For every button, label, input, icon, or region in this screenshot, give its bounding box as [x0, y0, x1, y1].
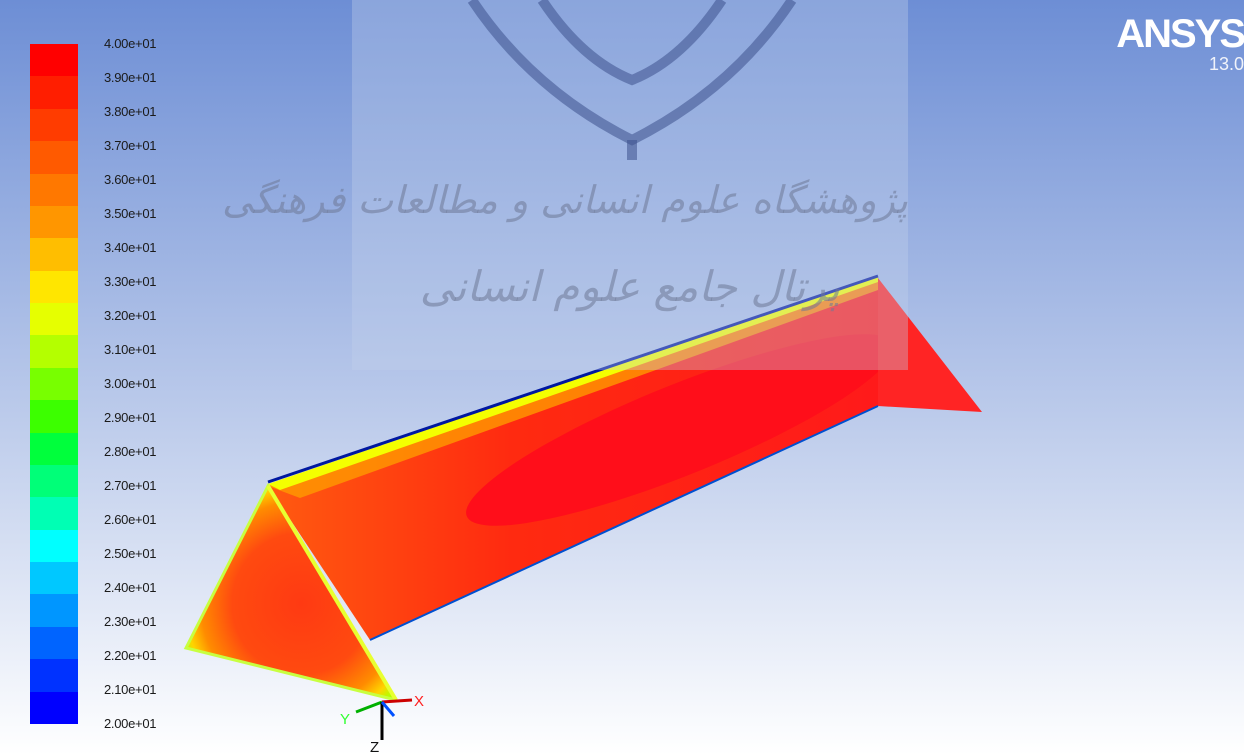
- triad-y-axis: [355, 700, 383, 714]
- hot-core-region: [466, 334, 894, 526]
- legend-tick-label: 2.20e+01: [104, 648, 157, 663]
- legend-swatch: [30, 400, 78, 434]
- legend-swatch: [30, 205, 78, 239]
- legend-tick-label: 3.30e+01: [104, 274, 157, 289]
- legend-swatch: [30, 108, 78, 142]
- legend-swatch: [30, 691, 78, 725]
- legend-tick-label: 2.40e+01: [104, 580, 157, 595]
- watermark-emblem-icon: [467, 0, 797, 160]
- legend-tick-label: 2.60e+01: [104, 512, 157, 527]
- legend-swatch: [30, 497, 78, 531]
- triad-blue-axis: [380, 701, 396, 717]
- legend-swatch: [30, 464, 78, 498]
- legend-swatch: [30, 303, 78, 336]
- triad-x-label: X: [414, 693, 424, 710]
- axis-triad: X Y Z: [340, 693, 424, 755]
- legend-tick-label: 2.30e+01: [104, 614, 157, 629]
- legend-tick-label: 3.40e+01: [104, 240, 157, 255]
- prism-top-edge-yellow: [268, 276, 878, 490]
- color-legend: [30, 44, 78, 725]
- legend-tick-label: 2.70e+01: [104, 478, 157, 493]
- legend-swatch: [30, 141, 78, 175]
- legend-swatch: [30, 76, 78, 110]
- legend-tick-label: 3.70e+01: [104, 138, 157, 153]
- legend-tick-label: 4.00e+01: [104, 36, 157, 51]
- legend-swatch: [30, 594, 78, 628]
- brand-version: 13.0: [1208, 54, 1244, 74]
- legend-tick-label: 3.50e+01: [104, 206, 157, 221]
- legend-tick-label: 3.00e+01: [104, 376, 157, 391]
- watermark-text-line1: پژوهشگاه علوم انسانی و مطالعات فرهنگی: [222, 178, 908, 222]
- legend-tick-label: 2.00e+01: [104, 716, 157, 731]
- triad-x-axis: [381, 698, 413, 704]
- legend-tick-label: 3.80e+01: [104, 104, 157, 119]
- legend-tick-label: 3.90e+01: [104, 70, 157, 85]
- legend-tick-label: 2.90e+01: [104, 410, 157, 425]
- prism-bottom-edge-line: [369, 405, 879, 641]
- legend-tick-label: 3.10e+01: [104, 342, 157, 357]
- legend-swatch: [30, 529, 78, 563]
- legend-tick-label: 3.60e+01: [104, 172, 157, 187]
- outlet-fin: [878, 278, 982, 412]
- legend-swatch: [30, 238, 78, 272]
- legend-swatch: [30, 626, 78, 660]
- legend-swatch: [30, 562, 78, 595]
- legend-tick-label: 2.50e+01: [104, 546, 157, 561]
- watermark-text-line2: پرتال جامع علوم انسانی: [419, 262, 841, 311]
- brand-name: ANSYS: [1116, 12, 1244, 56]
- legend-tick-label: 2.10e+01: [104, 682, 157, 697]
- legend-tick-label: 2.80e+01: [104, 444, 157, 459]
- triangle-ridge-line: [266, 484, 398, 702]
- legend-swatch: [30, 173, 78, 207]
- legend-swatch: [30, 367, 78, 401]
- legend-tick-label: 3.20e+01: [104, 308, 157, 323]
- ansys-logo: ANSYS 13.0: [1116, 14, 1244, 74]
- legend-swatch: [30, 335, 78, 369]
- legend-swatch: [30, 44, 78, 77]
- legend-swatch: [30, 432, 78, 466]
- prism-top-edge-line: [267, 274, 879, 484]
- watermark-logo: پژوهشگاه علوم انسانی و مطالعات فرهنگی پر…: [222, 0, 908, 370]
- legend-swatch: [30, 659, 78, 693]
- triad-y-label: Y: [340, 711, 350, 728]
- triad-z-label: Z: [370, 739, 379, 755]
- legend-swatch: [30, 270, 78, 304]
